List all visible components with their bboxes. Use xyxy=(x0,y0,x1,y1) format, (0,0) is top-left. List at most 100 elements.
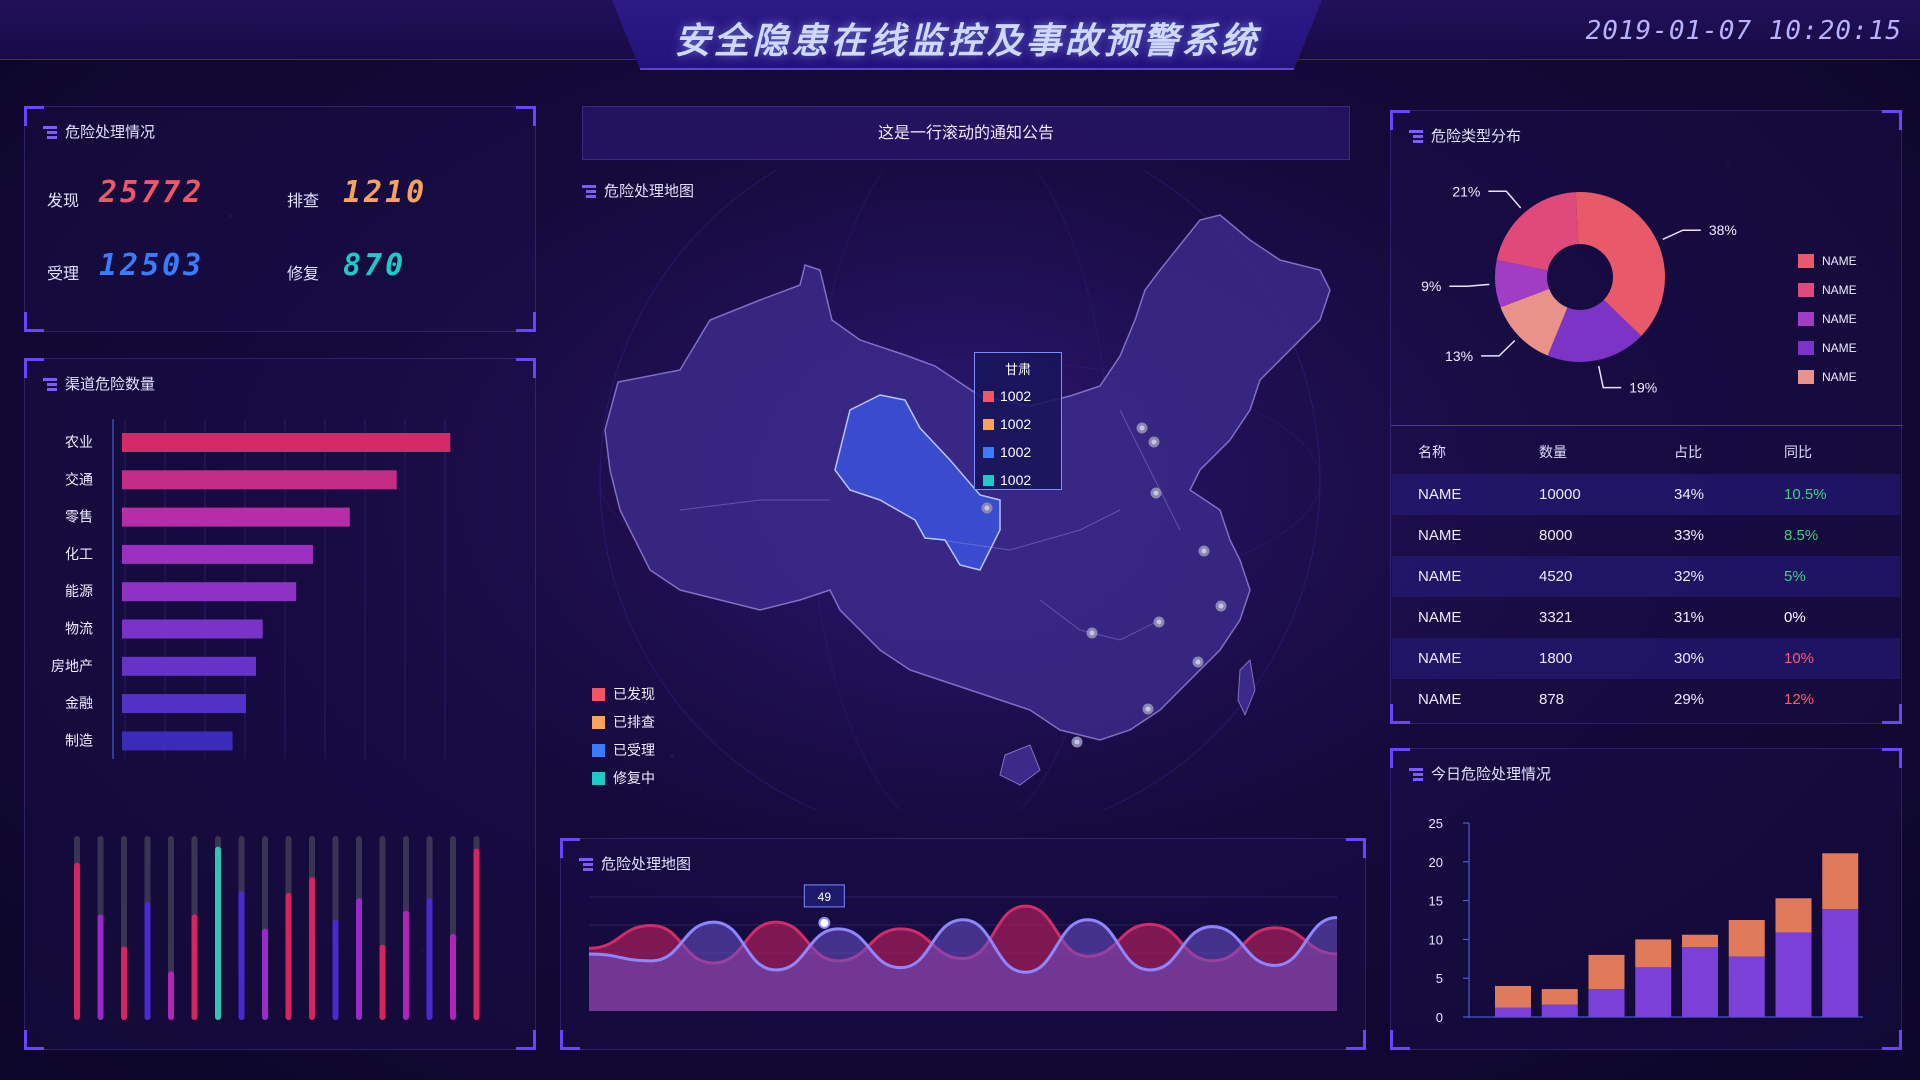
bar xyxy=(122,619,263,639)
hazard-types-panel: 危险类型分布 xyxy=(1390,110,1903,724)
pie-slice-label: 19% xyxy=(1629,380,1657,396)
list-icon xyxy=(1409,767,1423,780)
cell-name: NAME xyxy=(1418,527,1462,544)
stat-check-label: 排查 xyxy=(287,193,320,210)
list-icon xyxy=(43,377,57,390)
bar xyxy=(122,694,246,714)
pie-legend-item-1[interactable]: NAME xyxy=(1798,246,1857,275)
cell-share: 34% xyxy=(1674,486,1705,503)
table-row[interactable]: NAME 3321 31% 0% xyxy=(1392,597,1900,638)
col-yoy-header[interactable]: 同比 xyxy=(1784,444,1812,460)
stacked-bar-segment xyxy=(1728,920,1765,957)
stat-found-value: 25772 xyxy=(99,175,205,210)
bar-category-label: 能源 xyxy=(65,583,93,599)
wave-marker-label: 49 xyxy=(818,890,832,904)
map-legend: 已发现 已排查 已受理 修复中 xyxy=(592,680,655,792)
panel-title: 危险处理情况 xyxy=(43,121,155,142)
hazard-type-donut-chart[interactable]: 38% 19% 13% 9% 21% xyxy=(1400,170,1820,410)
y-tick-label: 15 xyxy=(1429,894,1443,909)
pie-legend-item-3[interactable]: NAME xyxy=(1798,304,1857,333)
tooltip-row-repair: 1002 xyxy=(983,466,1053,494)
pie-slice-label: 9% xyxy=(1421,278,1441,294)
table-row[interactable]: NAME 10000 34% 10.5% xyxy=(1392,474,1900,515)
legend-item-found[interactable]: 已发现 xyxy=(592,680,655,708)
bar-category-label: 金融 xyxy=(65,695,93,711)
cell-share: 29% xyxy=(1674,691,1705,708)
table-row[interactable]: NAME 4520 32% 5% xyxy=(1392,556,1900,597)
china-map[interactable] xyxy=(560,170,1360,810)
panel-title: 危险类型分布 xyxy=(1409,125,1521,146)
bar xyxy=(122,470,397,490)
stacked-bar-segment xyxy=(1588,989,1625,1017)
cell-name: NAME xyxy=(1418,650,1462,667)
hazard-types-title: 危险类型分布 xyxy=(1431,128,1522,145)
table-row[interactable]: NAME 878 29% 12% xyxy=(1392,679,1900,720)
pie-legend-item-5[interactable]: NAME xyxy=(1798,362,1857,391)
pie-label-line xyxy=(1449,283,1490,287)
col-name-header[interactable]: 名称 xyxy=(1418,444,1446,460)
tooltip-title: 甘肃 xyxy=(1004,362,1031,377)
stacked-bar-segment xyxy=(1541,989,1578,1005)
tooltip-row-check: 1002 xyxy=(983,410,1053,438)
stacked-bar-segment xyxy=(1682,947,1718,1017)
legend-item-accept[interactable]: 已受理 xyxy=(592,736,655,764)
notice-banner[interactable]: 这是一行滚动的通知公告 xyxy=(582,106,1350,160)
map-title-label: 危险处理地图 xyxy=(604,183,695,200)
cell-count: 4520 xyxy=(1539,568,1573,585)
pie-label-line xyxy=(1488,190,1522,209)
cell-count: 8000 xyxy=(1539,527,1573,544)
today-handling-title: 今日危险处理情况 xyxy=(1431,766,1552,783)
stacked-bar-segment xyxy=(1775,932,1812,1017)
bar-category-label: 化工 xyxy=(65,546,93,562)
table-row[interactable]: NAME 8000 33% 8.5% xyxy=(1392,515,1900,556)
cell-name: NAME xyxy=(1418,568,1462,585)
cell-share: 33% xyxy=(1674,527,1705,544)
wave-area-chart[interactable]: 49 xyxy=(561,839,1367,1051)
channel-hazards-panel: 渠道危险数量 农业 交通 零售 化工 能源 物流 房地产 金融 制造 xyxy=(24,358,536,1050)
stacked-bar-segment xyxy=(1495,985,1531,1008)
wave-marker-point xyxy=(818,916,831,929)
stat-check-value: 1210 xyxy=(343,175,428,210)
gansu-highlight[interactable] xyxy=(834,394,1001,571)
datetime: 2019-01-07 10:20:15 xyxy=(1585,16,1902,46)
y-tick-label: 10 xyxy=(1429,932,1443,947)
pie-legend-item-4[interactable]: NAME xyxy=(1798,333,1857,362)
cell-count: 878 xyxy=(1539,691,1565,708)
col-count-header[interactable]: 数量 xyxy=(1539,444,1567,460)
bar xyxy=(122,544,313,564)
legend-item-check[interactable]: 已排查 xyxy=(592,708,655,736)
list-icon xyxy=(582,184,596,197)
panel-title: 渠道危险数量 xyxy=(43,373,155,394)
panel-title: 危险处理地图 xyxy=(579,853,691,874)
stat-repair-label: 修复 xyxy=(287,266,320,283)
bar-category-label: 农业 xyxy=(65,434,93,450)
y-tick-label: 5 xyxy=(1436,971,1443,986)
table-header: 名称 数量 占比 同比 xyxy=(1392,430,1900,474)
stat-repair-value: 870 xyxy=(343,248,407,283)
pie-slice-label: 21% xyxy=(1452,183,1480,199)
pie-slice xyxy=(1496,192,1579,271)
stacked-bar-segment xyxy=(1682,934,1718,948)
title-plate xyxy=(612,0,1322,70)
pie-legend: NAME NAME NAME NAME NAME xyxy=(1798,246,1857,391)
legend-item-repair[interactable]: 修复中 xyxy=(592,764,655,792)
hazard-handling-panel: 危险处理情况 发现 25772 排查 1210 受理 12503 修复 870 xyxy=(24,106,536,332)
bar-category-label: 交通 xyxy=(65,471,93,487)
col-share-header[interactable]: 占比 xyxy=(1674,444,1702,460)
cell-yoy: 10% xyxy=(1784,650,1815,667)
y-tick-label: 0 xyxy=(1436,1010,1443,1025)
series-line xyxy=(588,916,1338,974)
vertical-bar-chart xyxy=(74,836,480,1020)
y-tick-label: 25 xyxy=(1429,816,1443,831)
table-row[interactable]: NAME 1800 30% 10% xyxy=(1392,638,1900,679)
pie-label-line xyxy=(1662,229,1701,240)
cell-share: 31% xyxy=(1674,609,1705,626)
today-stacked-bar-chart[interactable]: 0 5 10 15 20 25 xyxy=(1391,749,1903,1051)
bar-category-label: 物流 xyxy=(65,621,93,637)
bar xyxy=(122,582,297,602)
stat-found-label: 发现 xyxy=(47,193,80,210)
cell-yoy: 12% xyxy=(1784,691,1815,708)
today-handling-panel: 今日危险处理情况 0 5 10 15 20 25 xyxy=(1390,748,1902,1050)
pie-legend-item-2[interactable]: NAME xyxy=(1798,275,1857,304)
